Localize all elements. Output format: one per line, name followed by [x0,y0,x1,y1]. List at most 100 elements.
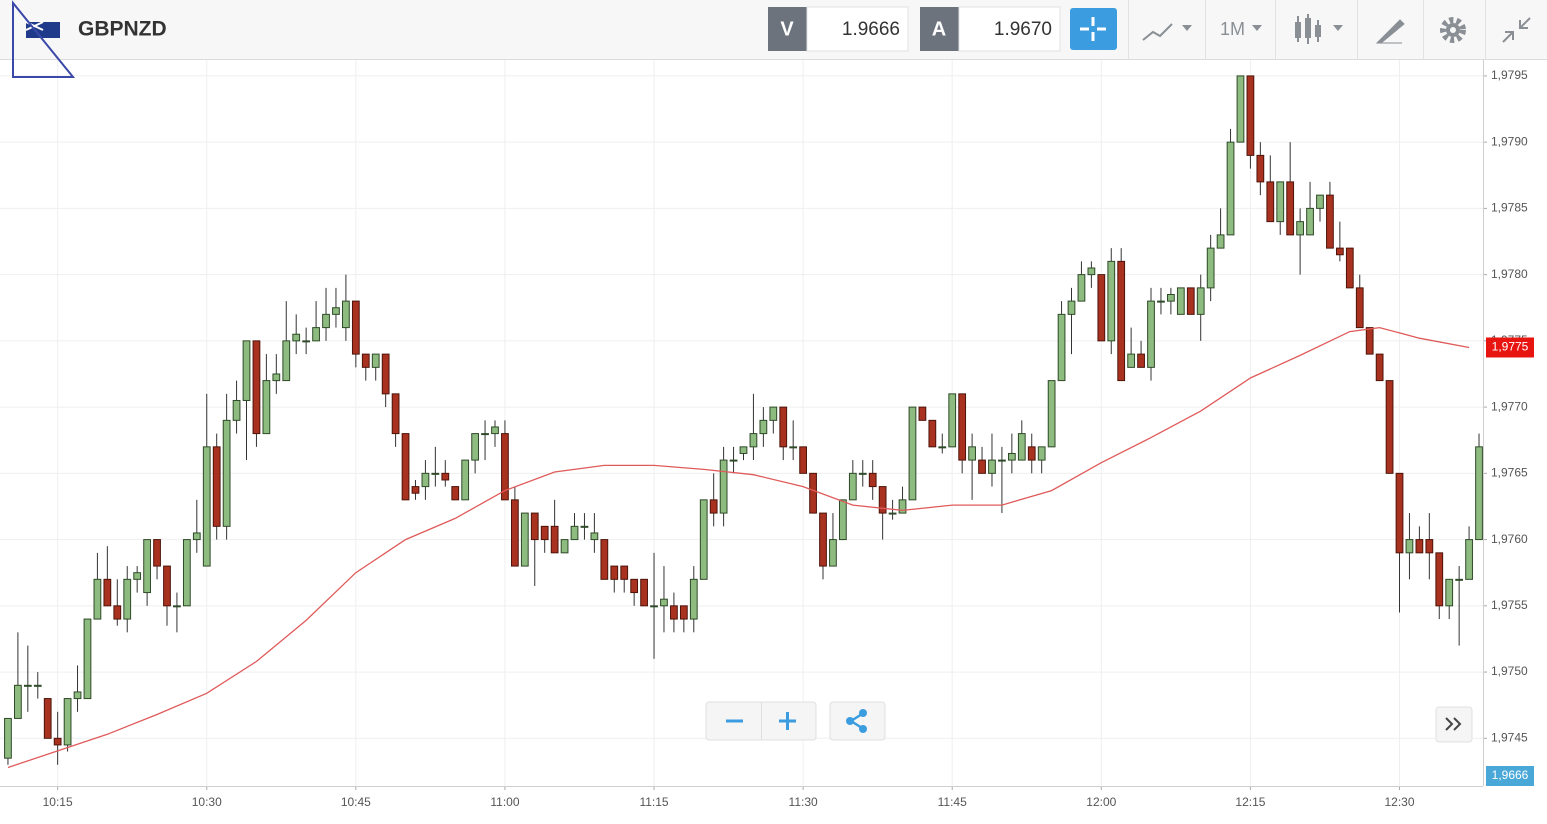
zoom-in-button[interactable] [779,712,796,730]
candle-body [640,578,648,607]
y-tick-label: 1,9765 [1491,466,1528,480]
candle-body [163,565,171,607]
candle-body [520,512,529,567]
candle-body [1216,234,1225,249]
candle-body [391,393,400,435]
candle-body [878,486,887,514]
candle-body [1147,300,1155,368]
candle-body [938,446,947,449]
candle-body [1375,353,1384,382]
candle-body [431,472,440,475]
candle-body [312,327,320,342]
candle-body [4,717,12,759]
candle-body [978,459,986,474]
dropdown-arrow [1182,25,1192,31]
candle-body [1296,221,1304,236]
candle-body [968,446,976,461]
bid-price-label: 1,9666 [1492,768,1529,782]
bid-price-tag [1486,766,1534,786]
candle-body [650,605,658,608]
candle-body [1027,446,1036,461]
candle-body [1157,300,1165,303]
candle-body [1167,293,1175,302]
candle-body [451,486,460,501]
candle-body [461,459,470,501]
candle-body [719,459,728,514]
candle-body [421,472,430,488]
candle-body [679,605,688,620]
candle-body [491,426,499,435]
candle-body [918,406,927,421]
candle-body [1445,578,1454,607]
settings-icon[interactable] [1440,17,1466,43]
bid-button[interactable] [768,7,807,51]
candle-body [401,433,410,501]
share-button[interactable] [846,709,867,733]
candle-body [1196,287,1205,315]
candle-body [103,578,112,607]
candle-body [1087,267,1096,276]
candle-body [63,698,72,746]
candle-body [600,539,609,580]
ask-button[interactable] [920,7,959,51]
scroll-end-button[interactable] [1445,717,1462,731]
candle-body [53,737,62,746]
y-tick-label: 1,9780 [1491,267,1528,281]
crosshair-button[interactable] [1070,8,1117,50]
candle-body [998,459,1006,462]
x-tick-label: 11:45 [938,795,967,809]
candle-body [1236,75,1245,143]
candle-body [1127,353,1136,368]
candle-body [988,459,996,474]
candle-body [1365,327,1374,355]
candle-body [560,539,569,554]
candle-body [699,499,708,580]
candle-body [302,340,311,343]
candle-body [272,373,281,382]
moving-average [7,326,1470,769]
candle-body [1206,247,1215,289]
candle-body [570,525,579,541]
candle-body [1276,181,1285,223]
candle-body [550,525,559,554]
y-tick-label: 1,9745 [1491,730,1528,744]
candle-body [212,446,221,527]
candle-body [1395,472,1404,554]
candle-body [332,307,340,315]
ask-box [958,6,1061,52]
candle-body [839,499,847,541]
settings-center [1450,27,1456,33]
candle-body [1037,446,1046,461]
candle-body [580,525,589,528]
candle-body [381,353,390,395]
y-tick-label: 1,9755 [1491,598,1528,612]
draw-tool-icon[interactable] [1375,19,1405,44]
candle-body [481,433,489,436]
candle-body [779,406,788,448]
candle-body [1415,539,1424,554]
candle-body [1345,247,1354,289]
candle-body [252,340,261,435]
candle-body [1316,194,1324,209]
x-tick-label: 12:15 [1235,795,1265,809]
candle-body [1465,539,1473,580]
ask-label: A [932,18,946,40]
candle-body [153,539,161,567]
candle-body [590,532,599,541]
candle-body [958,393,967,461]
candle-body [1047,380,1056,448]
timeframe[interactable]: 1M [1220,19,1245,39]
x-tick-label: 12:00 [1086,795,1116,809]
candle-body [292,333,301,342]
indicator-icon[interactable] [1295,14,1321,44]
candle-body [1007,452,1016,461]
crosshair-icon [1080,17,1106,41]
candle-body [759,419,768,435]
candle-body [769,406,778,421]
collapse-icon[interactable] [1502,17,1531,43]
candle-body [510,499,519,567]
candle-body [1435,552,1444,607]
chart-type-icon[interactable] [1142,23,1173,41]
candle-body [441,472,450,481]
